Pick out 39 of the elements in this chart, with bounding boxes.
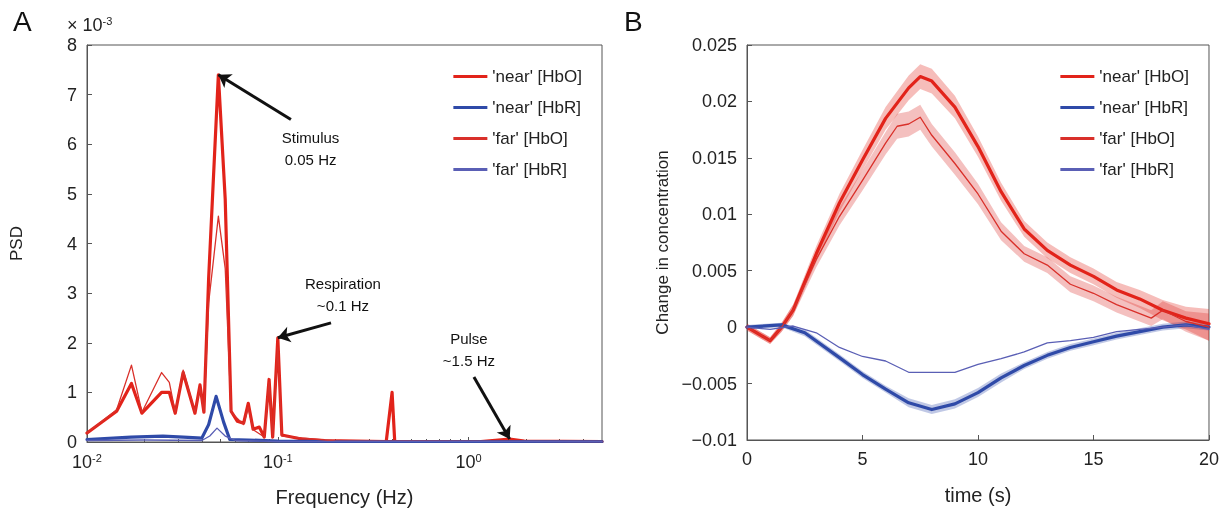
y-tick-label: 0.02 [701,91,737,112]
annotation: Pulse ~1.5 Hz [442,329,495,369]
annotation: Respiration ~0.1 Hz [304,274,381,314]
y-tick-label: 0.025 [691,35,737,55]
legend-label: 'far' [HbR] [1099,160,1174,179]
y-tick-label: 5 [66,183,77,204]
y-tick-label: 8 [66,35,77,55]
y-axis-title: PSD [7,226,26,261]
annotation: Stimulus 0.05 Hz [281,128,340,168]
chart-title: B [624,5,643,37]
legend-label: 'far' [HbR] [492,160,567,179]
y-tick-label: 7 [66,84,77,105]
y-tick-label: 0.005 [691,260,737,281]
x-tick-label: 5 [857,449,868,469]
legend-label: 'near' [HbO] [492,67,582,86]
y-tick-label: 0.01 [701,204,737,225]
x-tick-label: 15 [1083,449,1104,469]
x-tick-label: 0 [741,449,753,469]
x-axis-title: time (s) [944,484,1012,506]
x-tick-label: 10 [967,449,989,469]
y-tick-label: 0.015 [691,147,737,168]
y-tick-label: 2 [66,332,77,353]
y-tick-label: −0.01 [691,430,737,450]
x-axis-title: Frequency (Hz) [275,486,414,508]
y-axis-title: Change in concentration [652,150,672,335]
legend-label: 'far' [HbO] [1099,129,1175,148]
y-tick-label: 0 [66,432,77,452]
x-tick-label: 20 [1198,449,1219,469]
chart-title: A [13,5,32,37]
legend-label: 'far' [HbO] [492,129,568,148]
legend-label: 'near' [HbR] [1099,98,1189,117]
y-tick-label: −0.005 [681,373,737,394]
y-tick-label: 3 [66,283,77,304]
legend-label: 'near' [HbR] [492,98,582,117]
y-tick-label: 1 [66,382,77,403]
y-tick-label: 6 [66,134,77,155]
legend-label: 'near' [HbO] [1099,67,1189,86]
y-tick-label: 0 [726,317,737,338]
y-tick-label: 4 [66,233,77,254]
